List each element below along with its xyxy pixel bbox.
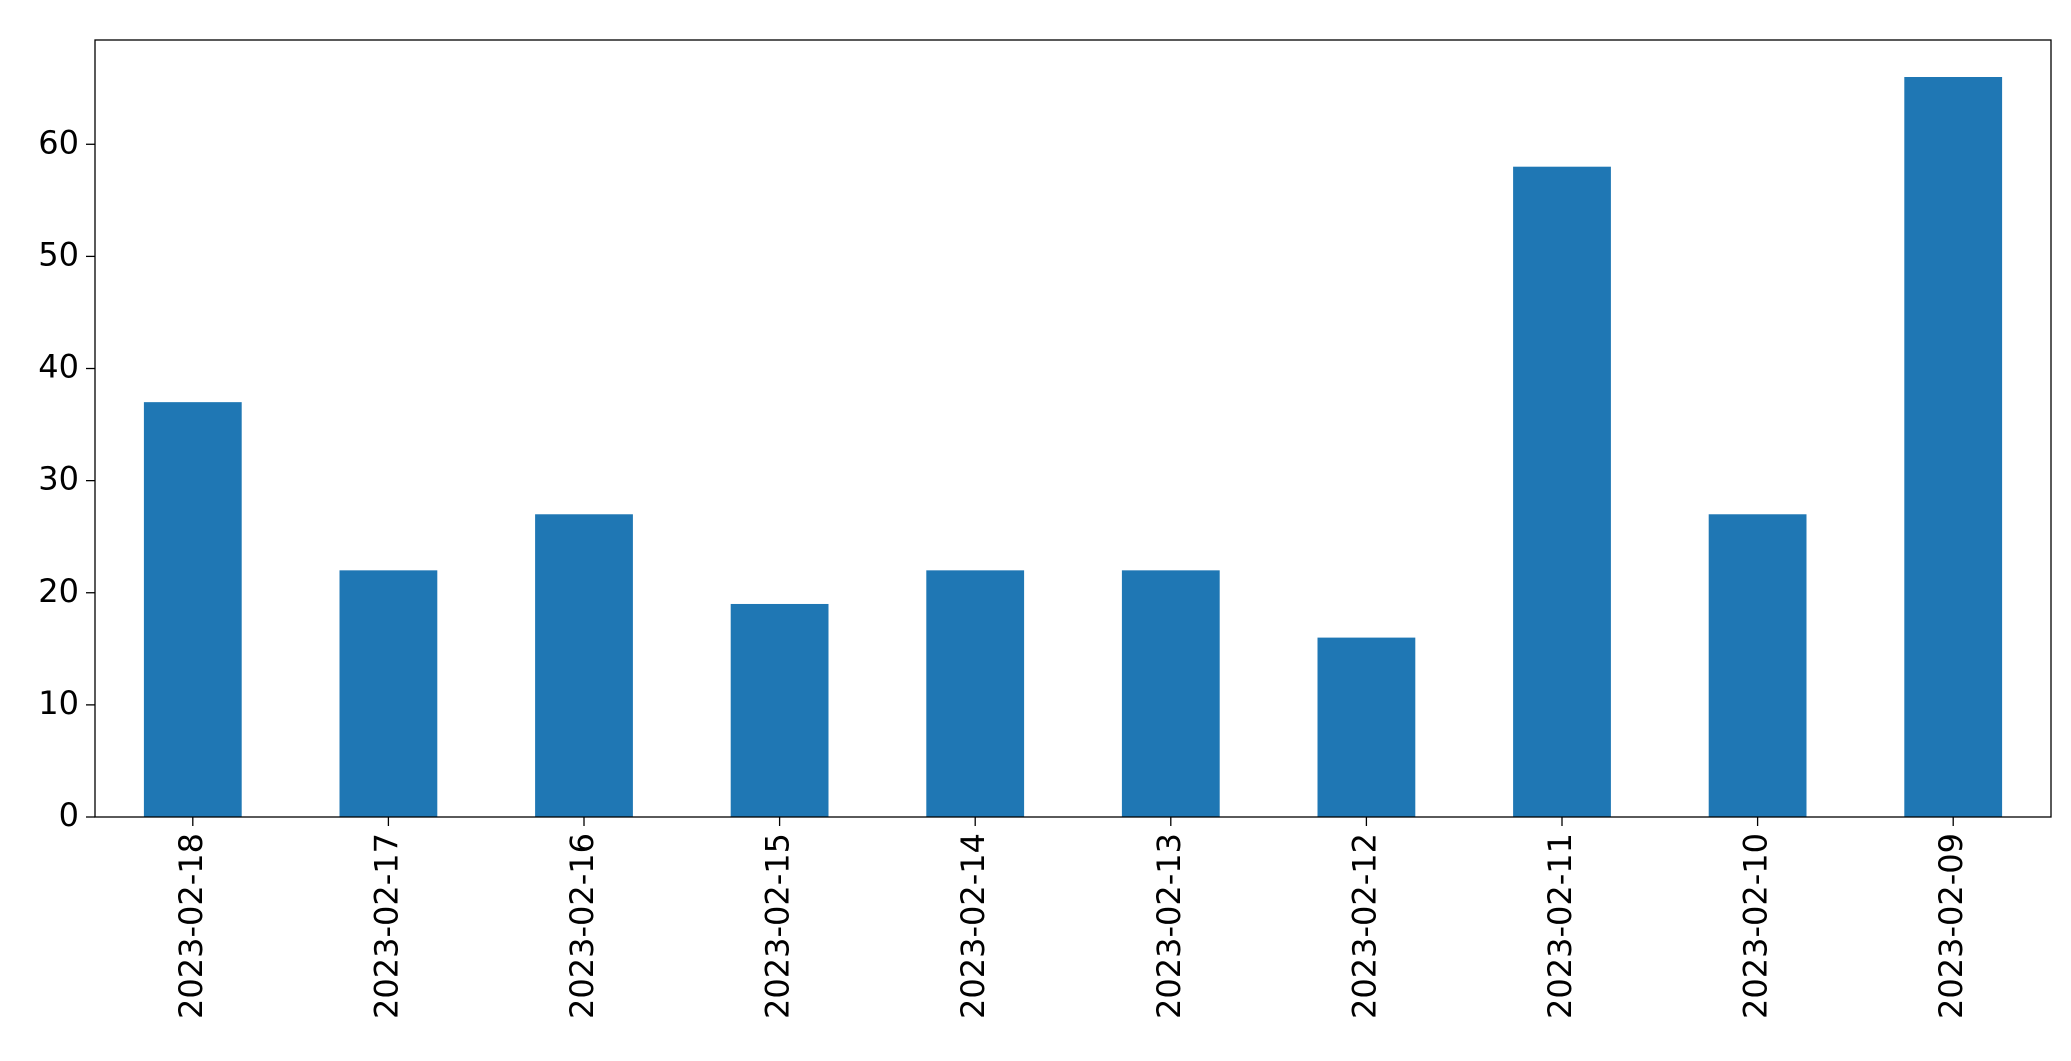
- x-tick-label: 2023-02-10: [1737, 833, 1775, 1019]
- x-tick-label: 2023-02-14: [954, 833, 992, 1019]
- bar: [730, 603, 829, 817]
- x-tick-label: 2023-02-16: [563, 833, 601, 1019]
- x-tick-label: 2023-02-13: [1150, 833, 1188, 1019]
- bar: [1708, 514, 1807, 817]
- x-tick-label: 2023-02-11: [1541, 833, 1579, 1019]
- y-tick-label: 0: [59, 796, 79, 834]
- bar: [1513, 166, 1611, 818]
- y-tick-label: 10: [38, 684, 79, 722]
- x-tick-label: 2023-02-12: [1345, 833, 1383, 1019]
- y-tick-label: 40: [38, 348, 79, 386]
- y-tick-label: 50: [38, 235, 79, 273]
- y-tick-label: 60: [38, 123, 79, 161]
- bar: [1121, 570, 1220, 817]
- x-tick-label: 2023-02-17: [367, 833, 405, 1019]
- y-tick-label: 30: [38, 460, 79, 498]
- bar: [535, 514, 633, 817]
- y-tick-label: 20: [38, 572, 79, 610]
- bar: [339, 570, 438, 817]
- x-tick-label: 2023-02-09: [1932, 833, 1970, 1019]
- plot-frame: [94, 39, 2052, 818]
- x-tick-label: 2023-02-15: [759, 833, 797, 1019]
- bar: [143, 402, 242, 817]
- bar: [1317, 637, 1416, 817]
- x-tick-label: 2023-02-18: [172, 833, 210, 1019]
- bar: [1904, 77, 2003, 817]
- bar: [926, 570, 1025, 817]
